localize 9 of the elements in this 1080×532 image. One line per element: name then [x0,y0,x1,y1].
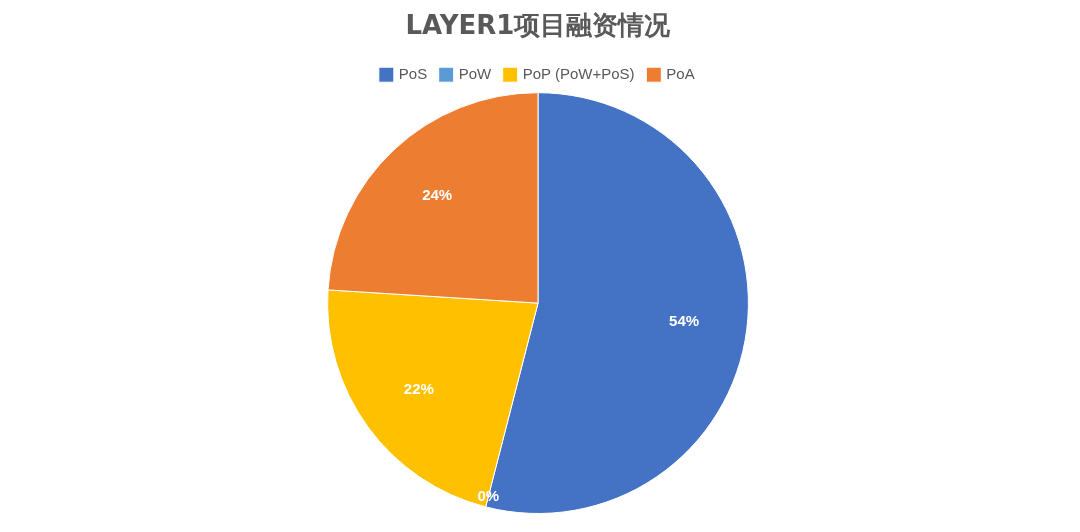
data-label: 22% [403,379,434,397]
text: 0% [477,486,500,504]
chart-title: LAYER1项目融资情况 [405,10,672,41]
legend-label: PoW [458,64,493,82]
data-label: 54% [669,311,700,329]
legend-label: PoS [398,64,428,82]
data-label: 24% [422,185,453,203]
legend-label: PoA [666,64,695,82]
legend-label: PoP (PoW+PoS) [522,64,635,82]
